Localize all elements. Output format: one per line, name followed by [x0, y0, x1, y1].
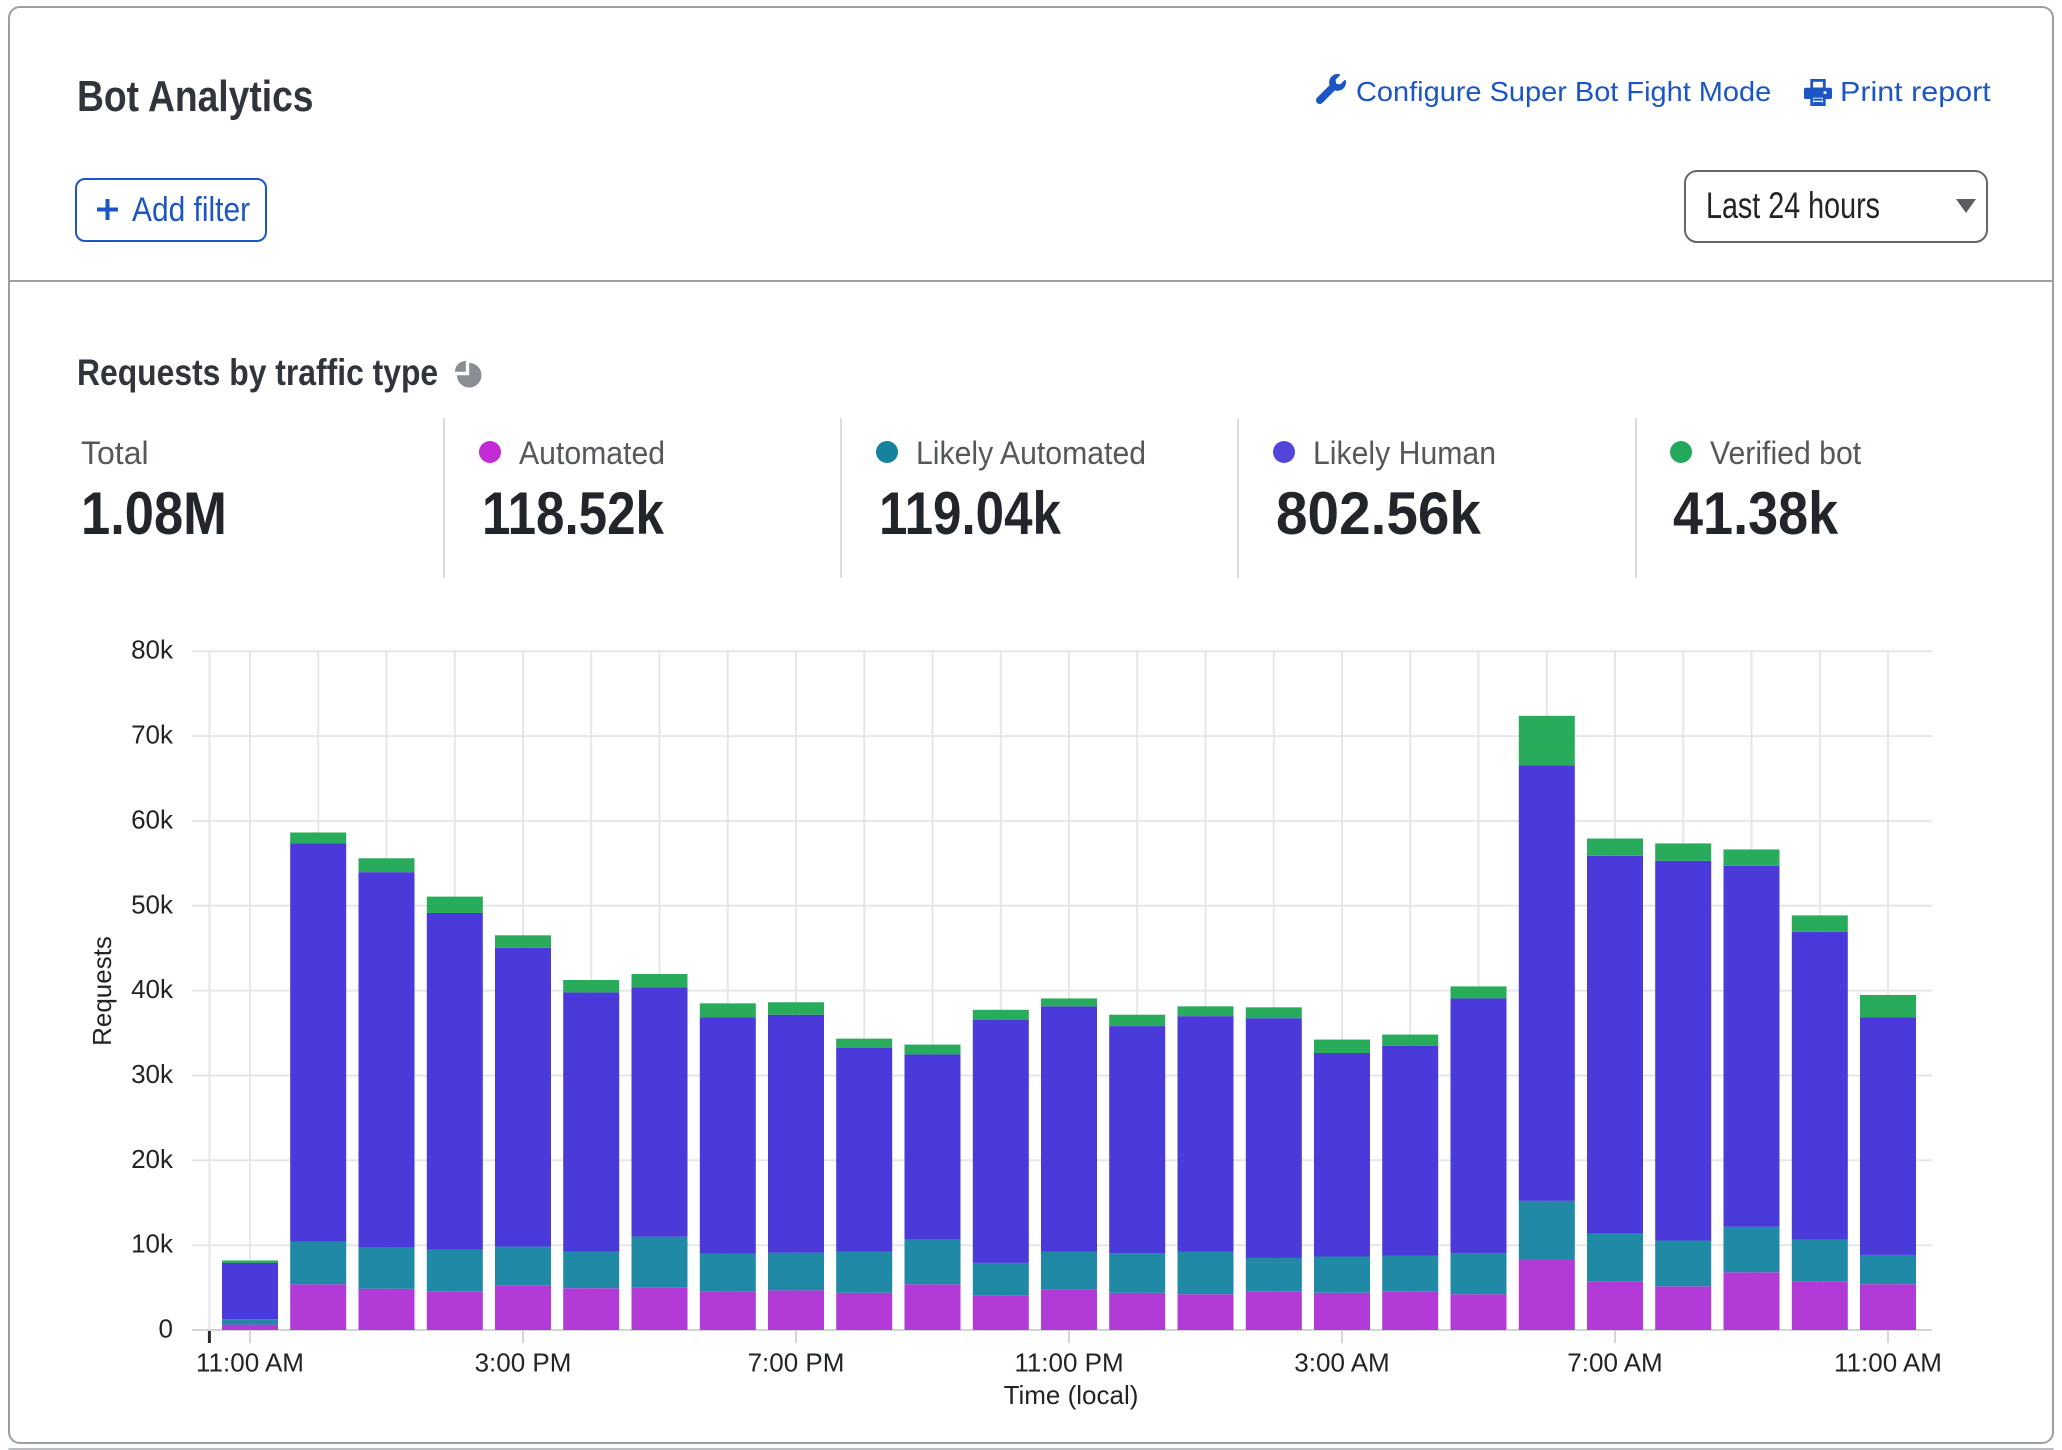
svg-text:3:00 PM: 3:00 PM — [475, 1347, 572, 1377]
svg-text:60k: 60k — [131, 804, 174, 834]
svg-text:10k: 10k — [131, 1229, 174, 1259]
svg-text:80k: 80k — [131, 635, 174, 665]
svg-text:7:00 PM: 7:00 PM — [748, 1347, 845, 1377]
svg-text:50k: 50k — [131, 889, 174, 919]
svg-text:70k: 70k — [131, 720, 174, 750]
svg-text:11:00 AM: 11:00 AM — [1834, 1347, 1942, 1377]
svg-text:Requests: Requests — [87, 936, 117, 1046]
svg-text:30k: 30k — [131, 1059, 174, 1089]
svg-text:3:00 AM: 3:00 AM — [1294, 1347, 1389, 1377]
svg-text:7:00 AM: 7:00 AM — [1567, 1347, 1662, 1377]
svg-text:20k: 20k — [131, 1144, 174, 1174]
svg-text:0: 0 — [159, 1314, 173, 1344]
svg-text:Time (local): Time (local) — [1004, 1380, 1139, 1410]
svg-text:11:00 AM: 11:00 AM — [196, 1347, 304, 1377]
svg-text:40k: 40k — [131, 974, 174, 1004]
svg-text:11:00 PM: 11:00 PM — [1014, 1347, 1123, 1377]
